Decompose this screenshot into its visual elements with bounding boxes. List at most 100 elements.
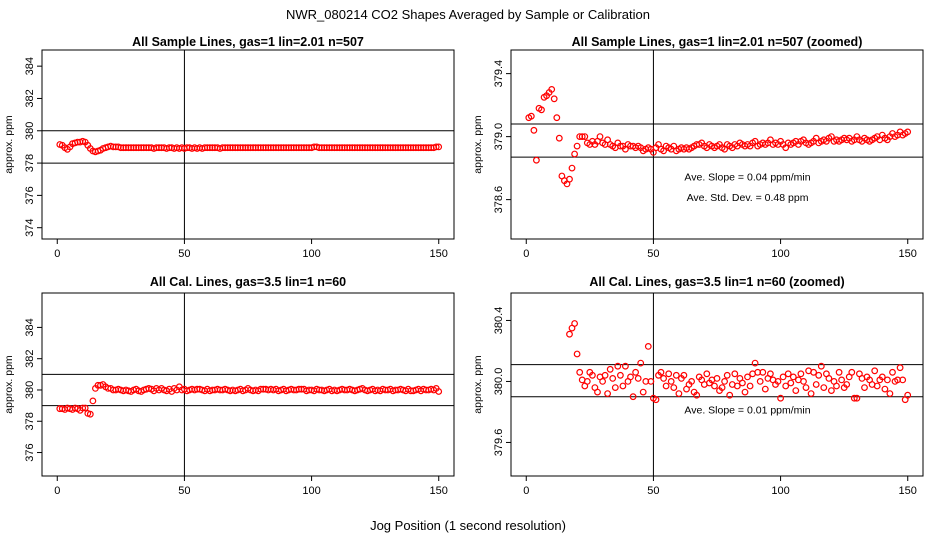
data-point (583, 378, 591, 385)
data-point (884, 376, 891, 384)
plot-frame (41, 292, 455, 477)
y-tick-label: 379.0 (493, 123, 505, 151)
y-tick-label: 380 (24, 381, 36, 399)
data-point (435, 143, 443, 151)
y-axis-label: approx. ppm (3, 355, 15, 414)
data-point (336, 144, 344, 152)
data-point (86, 410, 94, 418)
data-point (571, 150, 578, 158)
data-point (412, 144, 420, 152)
data-point (761, 385, 769, 393)
data-point (779, 373, 787, 381)
data-point (713, 375, 721, 382)
data-point (744, 373, 751, 381)
data-point (817, 362, 825, 370)
data-point (889, 368, 896, 376)
data-point (432, 143, 440, 151)
data-point (555, 134, 563, 142)
data-point (553, 114, 561, 122)
data-point (389, 144, 397, 152)
plot-frame (41, 49, 455, 240)
data-point (693, 391, 701, 399)
data-point (878, 373, 886, 381)
data-point (548, 85, 556, 93)
data-point (538, 106, 545, 114)
data-point (904, 128, 912, 136)
data-point (644, 343, 652, 350)
data-point (756, 378, 764, 385)
data-point (759, 368, 767, 376)
data-point (619, 382, 627, 390)
chart-panel: All Cal. Lines, gas=3.5 lin=1 n=60 (zoom… (472, 275, 924, 497)
y-tick-label: 374 (24, 219, 36, 237)
y-tick-label: 384 (24, 318, 36, 336)
data-point (435, 388, 443, 395)
data-point (739, 379, 746, 387)
data-point (672, 371, 680, 379)
data-point (581, 133, 589, 141)
data-point (675, 390, 683, 398)
x-tick-label: 150 (899, 248, 917, 260)
data-point (639, 388, 647, 396)
data-point (812, 381, 820, 388)
data-point (652, 396, 660, 404)
x-tick-label: 100 (771, 248, 789, 260)
y-tick-label: 378 (24, 412, 36, 430)
data-point (723, 371, 731, 379)
x-tick-label: 0 (54, 248, 60, 260)
data-point (277, 144, 285, 152)
data-point (130, 144, 138, 152)
data-point (634, 375, 642, 382)
y-tick-label: 379.6 (493, 429, 505, 457)
panel-title: All Sample Lines, gas=1 lin=2.01 n=507 (132, 35, 364, 49)
annotation: Ave. Slope = 0.04 ppm/min (684, 172, 810, 184)
data-point (665, 370, 673, 378)
panel-title: All Cal. Lines, gas=3.5 lin=1 n=60 (150, 275, 346, 289)
data-point (81, 404, 89, 412)
data-point (571, 320, 578, 327)
annotation: Ave. Std. Dev. = 0.48 ppm (687, 192, 809, 204)
data-point (815, 371, 823, 379)
x-tick-label: 100 (302, 248, 320, 260)
data-point (573, 142, 581, 150)
data-point (767, 370, 774, 378)
data-point (578, 133, 586, 141)
data-point (733, 382, 741, 390)
data-point (617, 371, 624, 379)
figure-title: NWR_080214 CO2 Shapes Averaged by Sample… (286, 7, 650, 22)
data-point (632, 368, 639, 376)
data-point (601, 371, 609, 379)
data-point (853, 394, 861, 402)
data-point (224, 144, 232, 152)
data-point (789, 373, 797, 381)
data-point (838, 376, 845, 384)
y-axis-label: approx. ppm (472, 115, 484, 174)
y-tick-label: 380.0 (493, 368, 505, 396)
x-tick-label: 0 (54, 485, 60, 497)
data-point (896, 364, 904, 372)
data-point (627, 373, 634, 381)
y-axis-label: approx. ppm (472, 355, 484, 414)
data-point (782, 382, 790, 390)
data-point (573, 350, 581, 358)
y-tick-label: 384 (24, 57, 36, 75)
data-point (599, 378, 606, 385)
data-point (629, 393, 637, 401)
data-point (792, 387, 800, 395)
data-point (886, 390, 894, 398)
data-point (533, 156, 540, 164)
data-point (688, 378, 695, 385)
data-point (871, 367, 879, 375)
data-point (802, 384, 810, 392)
data-point (622, 362, 629, 370)
y-tick-label: 378 (24, 154, 36, 172)
data-point (899, 376, 907, 384)
data-point (726, 391, 734, 399)
data-point (606, 365, 614, 373)
panel-title: All Cal. Lines, gas=3.5 lin=1 n=60 (zoom… (589, 275, 844, 289)
data-point (777, 394, 784, 402)
x-tick-label: 50 (178, 485, 190, 497)
data-point (797, 370, 805, 378)
x-tick-label: 150 (430, 485, 448, 497)
data-point (835, 368, 843, 376)
